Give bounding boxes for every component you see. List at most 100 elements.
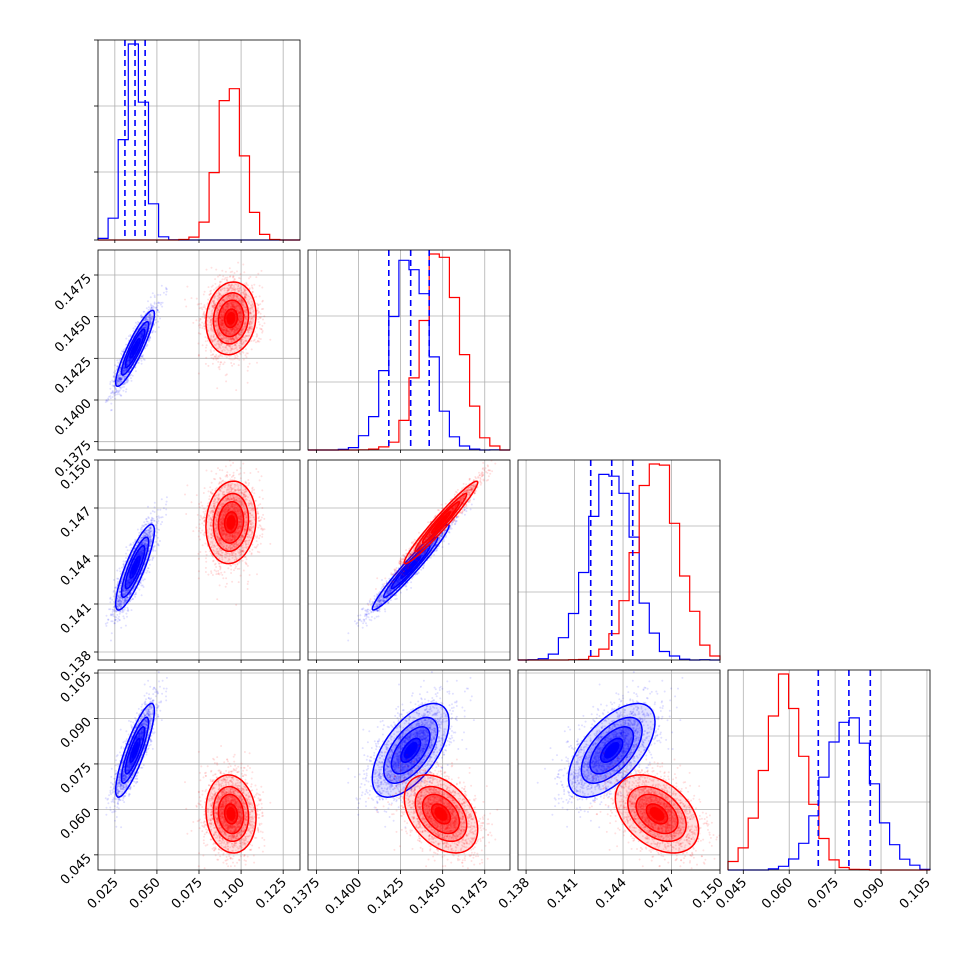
scatter-point: [116, 365, 119, 367]
scatter-point: [117, 391, 120, 394]
scatter-point: [141, 332, 144, 335]
scatter-point: [123, 369, 126, 372]
scatter-point: [149, 307, 152, 310]
scatter-point: [127, 359, 130, 362]
scatter-point: [109, 387, 112, 390]
scatter-point: [113, 380, 116, 383]
scatter-point: [219, 344, 222, 347]
scatter-point: [128, 359, 131, 362]
scatter-point: [126, 364, 129, 367]
scatter-point: [155, 306, 158, 309]
scatter-point: [150, 314, 153, 317]
scatter-point: [125, 367, 128, 370]
scatter-point: [140, 336, 143, 339]
scatter-point: [128, 359, 131, 362]
scatter-point: [198, 324, 200, 327]
scatter-point: [112, 392, 115, 395]
scatter-point: [110, 409, 113, 411]
scatter-point: [127, 359, 130, 362]
scatter-point: [248, 327, 250, 329]
scatter-point: [145, 325, 148, 327]
scatter-point: [119, 386, 122, 389]
scatter-point: [217, 340, 220, 343]
scatter-point: [113, 394, 116, 397]
scatter-point: [222, 326, 225, 328]
scatter-point: [126, 363, 129, 366]
scatter-point: [154, 330, 157, 333]
scatter-point: [140, 316, 143, 319]
scatter-point: [116, 390, 119, 393]
scatter-point: [237, 261, 240, 264]
scatter-point: [116, 379, 119, 382]
scatter-point: [221, 323, 224, 326]
scatter-point: [161, 521, 164, 523]
scatter-point: [186, 285, 189, 288]
scatter-point: [222, 316, 225, 319]
scatter-point: [127, 378, 130, 381]
scatter-point: [140, 336, 143, 339]
scatter-point: [140, 334, 143, 337]
scatter-point: [248, 277, 250, 280]
scatter-point: [217, 355, 220, 358]
scatter-point: [118, 390, 120, 393]
scatter-point: [140, 336, 143, 339]
scatter-point: [192, 321, 195, 324]
scatter-point: [111, 396, 114, 398]
scatter-point: [156, 304, 159, 307]
scatter-point: [222, 330, 225, 333]
scatter-point: [149, 323, 152, 326]
scatter-point: [207, 298, 210, 301]
scatter-point: [122, 369, 125, 372]
scatter-point: [129, 358, 132, 361]
scatter-point: [116, 393, 119, 396]
scatter-point: [155, 318, 157, 321]
scatter-point: [141, 331, 143, 334]
scatter-point: [237, 327, 240, 330]
scatter-point: [215, 355, 218, 358]
scatter-point: [125, 369, 128, 372]
scatter-point: [109, 395, 112, 398]
scatter-point: [145, 317, 147, 320]
scatter-point: [156, 309, 159, 312]
density-contour: [114, 309, 156, 388]
scatter-point: [156, 309, 159, 312]
scatter-point: [121, 353, 123, 356]
scatter-point: [238, 342, 241, 345]
scatter-point: [210, 266, 213, 269]
scatter-point: [140, 335, 143, 338]
scatter-point: [117, 383, 120, 386]
scatter-point: [128, 358, 131, 361]
scatter-point: [233, 358, 236, 360]
scatter-point: [258, 337, 261, 340]
scatter-point: [252, 318, 255, 321]
scatter-point: [122, 376, 124, 379]
scatter-point: [237, 283, 240, 286]
scatter-point: [197, 354, 200, 357]
scatter-point: [160, 301, 163, 304]
scatter-point: [140, 336, 143, 339]
scatter-point: [219, 363, 222, 366]
scatter-point: [214, 304, 217, 306]
scatter-point: [128, 360, 131, 363]
scatter-point: [258, 340, 261, 343]
scatter-point: [140, 333, 143, 336]
scatter-point: [140, 333, 143, 336]
scatter-point: [117, 377, 119, 380]
scatter-point: [144, 325, 146, 328]
scatter-point: [115, 389, 118, 392]
scatter-point: [199, 317, 202, 320]
scatter-point: [126, 367, 128, 370]
scatter-point: [126, 361, 129, 363]
scatter-point: [207, 364, 210, 367]
scatter-point: [199, 326, 201, 329]
scatter-point: [122, 372, 124, 375]
scatter-point: [129, 359, 132, 362]
scatter-point: [249, 275, 252, 278]
scatter-point: [134, 321, 137, 324]
scatter-point: [151, 316, 154, 318]
scatter-point: [117, 379, 120, 382]
scatter-point: [129, 359, 132, 362]
scatter-point: [149, 319, 152, 322]
scatter-point: [259, 317, 261, 319]
scatter-point: [256, 334, 259, 337]
